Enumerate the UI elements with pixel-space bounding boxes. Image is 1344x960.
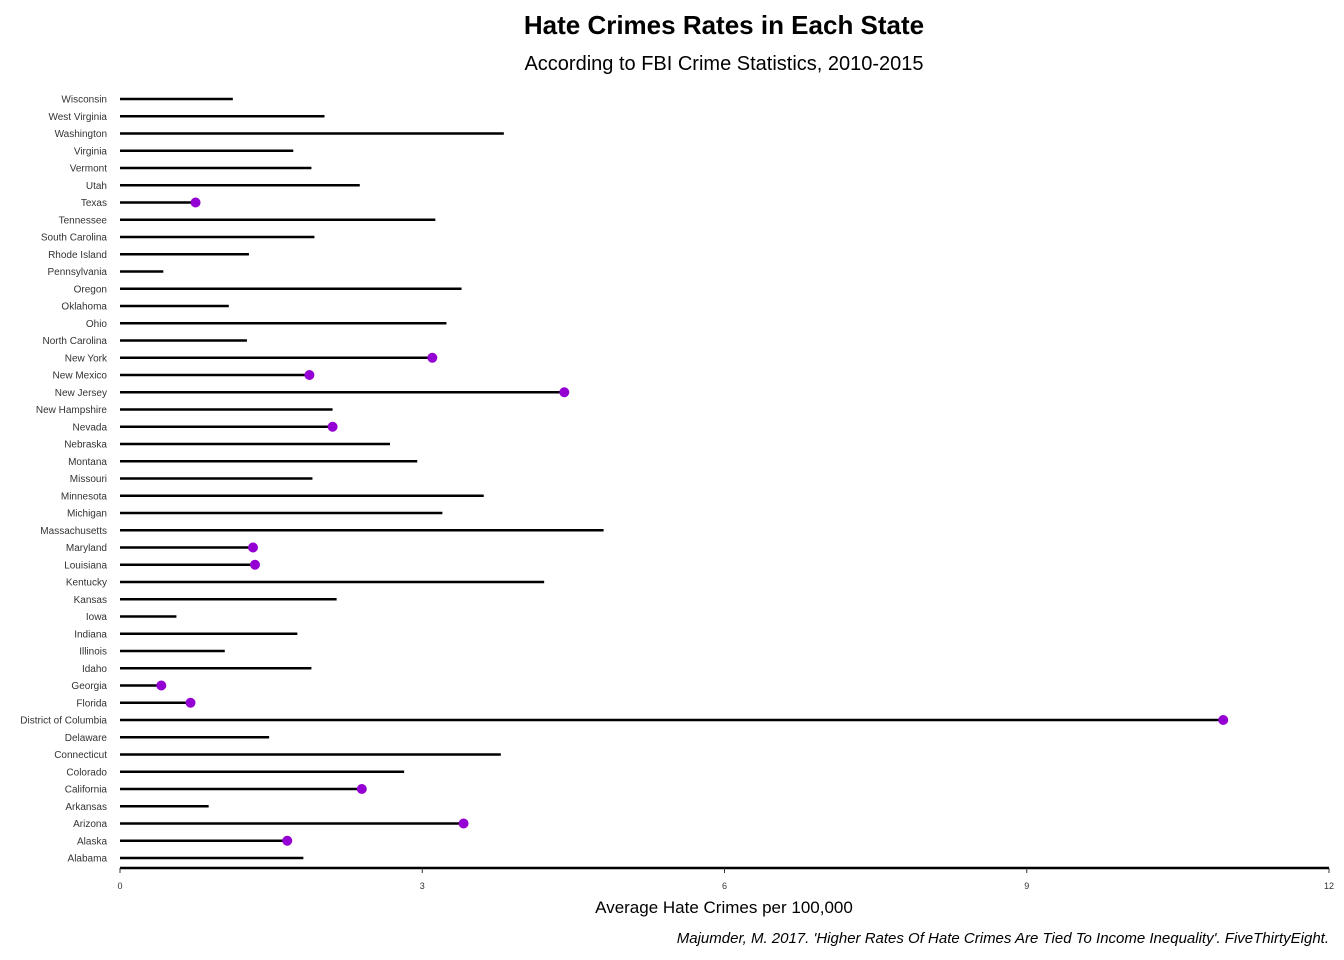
state-label-utah: Utah xyxy=(86,181,107,192)
state-label-ohio: Ohio xyxy=(86,319,108,330)
state-label-oklahoma: Oklahoma xyxy=(61,302,107,313)
state-label-maryland: Maryland xyxy=(66,543,107,554)
state-label-kentucky: Kentucky xyxy=(66,578,107,589)
lollipop-point-georgia xyxy=(156,680,167,691)
state-label-indiana: Indiana xyxy=(74,629,107,640)
state-label-south-carolina: South Carolina xyxy=(41,233,108,244)
state-label-michigan: Michigan xyxy=(67,509,107,520)
state-label-delaware: Delaware xyxy=(65,733,108,744)
state-label-idaho: Idaho xyxy=(82,664,107,675)
state-label-georgia: Georgia xyxy=(71,681,107,692)
state-label-alaska: Alaska xyxy=(77,836,107,847)
state-label-nebraska: Nebraska xyxy=(64,440,107,451)
state-label-west-virginia: West Virginia xyxy=(48,112,107,123)
lollipop-point-nevada xyxy=(327,421,338,432)
state-label-illinois: Illinois xyxy=(79,647,107,658)
state-label-vermont: Vermont xyxy=(70,164,107,175)
lollipop-point-florida xyxy=(185,697,196,708)
lollipop-point-arizona xyxy=(458,818,469,829)
x-tick-label-6: 6 xyxy=(722,881,727,891)
x-axis-ticks: 0 3 6 9 12 xyxy=(117,868,1334,891)
lollipop-point-new-york xyxy=(427,352,438,363)
state-label-florida: Florida xyxy=(76,698,107,709)
state-label-district-of-columbia: District of Columbia xyxy=(20,716,107,727)
chart-caption: Majumder, M. 2017. 'Higher Rates Of Hate… xyxy=(677,930,1329,947)
state-label-nevada: Nevada xyxy=(73,422,108,433)
state-label-tennessee: Tennessee xyxy=(59,215,108,226)
chart-subtitle: According to FBI Crime Statistics, 2010-… xyxy=(524,53,923,75)
x-axis-label: Average Hate Crimes per 100,000 xyxy=(595,898,853,917)
state-label-north-carolina: North Carolina xyxy=(43,336,108,347)
chart-title: Hate Crimes Rates in Each State xyxy=(524,10,924,40)
lollipop-point-maryland xyxy=(247,542,258,553)
state-label-rhode-island: Rhode Island xyxy=(48,250,107,261)
state-label-new-mexico: New Mexico xyxy=(53,371,108,382)
lollipop-point-texas xyxy=(190,197,201,208)
state-label-kansas: Kansas xyxy=(74,595,107,606)
state-label-montana: Montana xyxy=(68,457,107,468)
state-label-new-hampshire: New Hampshire xyxy=(36,405,108,416)
state-label-oregon: Oregon xyxy=(74,284,107,295)
lollipop-point-new-jersey xyxy=(559,387,570,398)
state-label-new-jersey: New Jersey xyxy=(55,388,107,399)
state-label-alabama: Alabama xyxy=(68,854,108,865)
state-label-colorado: Colorado xyxy=(66,767,107,778)
lollipop-point-california xyxy=(356,784,367,794)
x-tick-label-12: 12 xyxy=(1324,881,1334,891)
state-label-washington: Washington xyxy=(55,129,107,140)
lollipop-point-alaska xyxy=(282,835,293,846)
state-label-arkansas: Arkansas xyxy=(65,802,107,813)
state-label-wisconsin: Wisconsin xyxy=(61,95,107,106)
state-label-arizona: Arizona xyxy=(73,819,107,830)
state-label-virginia: Virginia xyxy=(74,146,108,157)
x-tick-label-0: 0 xyxy=(117,881,122,891)
x-tick-label-3: 3 xyxy=(420,881,425,891)
state-label-minnesota: Minnesota xyxy=(61,491,108,502)
state-label-louisiana: Louisiana xyxy=(64,560,107,571)
state-label-iowa: Iowa xyxy=(86,612,108,623)
lollipop-point-district-of-columbia xyxy=(1218,715,1229,725)
lollipop-point-new-mexico xyxy=(304,370,315,380)
state-label-missouri: Missouri xyxy=(70,474,107,485)
lollipop-series: Alabama Alaska Arizona Arkansas California Co… xyxy=(20,95,1229,865)
lollipop-point-louisiana xyxy=(250,559,261,570)
state-label-new-york: New York xyxy=(65,353,108,364)
state-label-texas: Texas xyxy=(81,198,107,209)
state-label-connecticut: Connecticut xyxy=(54,750,107,761)
state-label-massachusetts: Massachusetts xyxy=(40,526,107,537)
state-label-california: California xyxy=(65,785,108,796)
x-tick-label-9: 9 xyxy=(1024,881,1029,891)
state-label-pennsylvania: Pennsylvania xyxy=(48,267,108,278)
